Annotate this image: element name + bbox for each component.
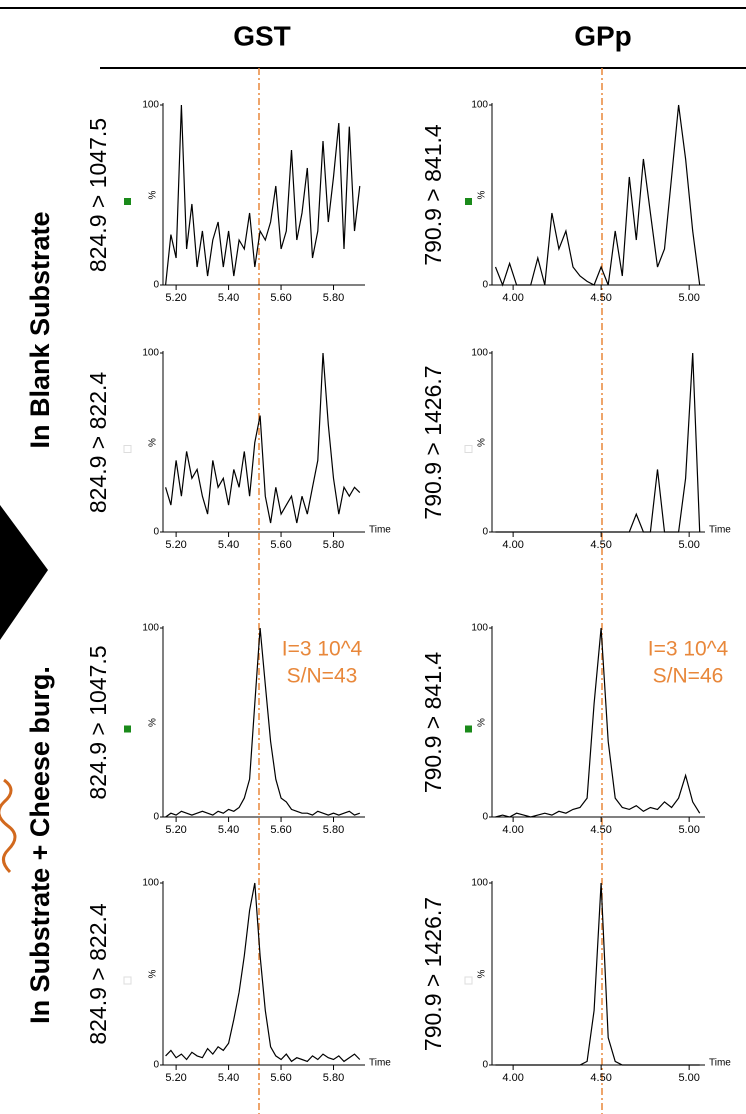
trace xyxy=(495,627,701,818)
transition-label: 824.9 > 822.4 xyxy=(85,903,111,1045)
x-tick-label: 5.00 xyxy=(678,539,699,551)
y-unit: % xyxy=(477,718,488,727)
y-unit: % xyxy=(148,718,159,727)
y-tick-label: 100 xyxy=(471,878,488,889)
decor-triangle xyxy=(0,505,48,640)
x-tick-label: 5.40 xyxy=(218,1072,239,1084)
x-axis-label: Time xyxy=(709,1058,731,1069)
x-axis-label: Time xyxy=(709,525,731,536)
transition-label: 790.9 > 841.4 xyxy=(420,652,446,794)
y-tick-label: 0 xyxy=(153,1060,159,1071)
y-tick-label: 100 xyxy=(471,623,488,634)
trace-indicator xyxy=(464,445,473,453)
x-tick-label: 4.50 xyxy=(590,292,611,304)
x-tick-label: 5.80 xyxy=(323,292,344,304)
x-tick-label: 5.80 xyxy=(323,539,344,551)
x-tick-label: 4.00 xyxy=(502,824,523,836)
transition-label: 824.9 > 1047.5 xyxy=(85,118,111,272)
x-tick-label: 4.00 xyxy=(502,292,523,304)
trace xyxy=(494,104,701,287)
x-tick-label: 5.60 xyxy=(270,292,291,304)
x-tick-label: 5.40 xyxy=(218,824,239,836)
x-tick-label: 5.40 xyxy=(218,539,239,551)
y-tick-label: 100 xyxy=(471,100,488,111)
y-tick-label: 0 xyxy=(482,812,488,823)
trace-indicator xyxy=(464,976,473,985)
trace-indicator xyxy=(124,198,131,205)
x-tick-label: 5.60 xyxy=(270,1072,291,1084)
annotation: S/N=46 xyxy=(653,665,724,688)
y-tick-label: 100 xyxy=(142,100,159,111)
trace xyxy=(165,352,361,524)
trace-indicator xyxy=(123,445,132,453)
y-unit: % xyxy=(477,438,488,447)
trace xyxy=(495,882,700,1066)
y-unit: % xyxy=(148,438,159,447)
x-tick-label: 5.00 xyxy=(678,1072,699,1084)
x-tick-label: 5.00 xyxy=(678,824,699,836)
y-unit: % xyxy=(148,190,159,199)
y-unit: % xyxy=(477,969,488,978)
y-tick-label: 0 xyxy=(482,527,488,538)
trace-indicator xyxy=(124,725,131,733)
y-unit: % xyxy=(477,190,488,199)
x-axis-label: Time xyxy=(369,525,391,536)
x-tick-label: 5.00 xyxy=(678,292,699,304)
x-tick-label: 5.80 xyxy=(323,824,344,836)
y-tick-label: 0 xyxy=(482,280,488,291)
trace xyxy=(165,627,361,818)
trace-indicator xyxy=(465,198,472,205)
transition-label: 790.9 > 1426.7 xyxy=(420,897,446,1051)
y-tick-label: 0 xyxy=(153,280,159,291)
trace xyxy=(165,104,361,286)
trace xyxy=(165,882,361,1063)
x-tick-label: 5.40 xyxy=(218,292,239,304)
y-tick-label: 0 xyxy=(153,812,159,823)
decor-swirl xyxy=(0,778,17,874)
transition-label: 824.9 > 1047.5 xyxy=(85,645,111,799)
transition-label: 824.9 > 822.4 xyxy=(85,372,111,514)
transition-label: 790.9 > 1426.7 xyxy=(420,365,446,519)
y-unit: % xyxy=(148,969,159,978)
x-tick-label: 5.60 xyxy=(270,539,291,551)
y-tick-label: 100 xyxy=(142,878,159,889)
trace-indicator xyxy=(465,725,472,733)
trace-indicator xyxy=(123,976,132,985)
y-tick-label: 100 xyxy=(142,348,159,359)
x-tick-label: 5.80 xyxy=(323,1072,344,1084)
y-tick-label: 100 xyxy=(471,348,488,359)
x-tick-label: 4.50 xyxy=(590,1072,611,1084)
x-axis-label: Time xyxy=(369,1058,391,1069)
x-tick-label: 5.20 xyxy=(165,292,186,304)
column-header: GST xyxy=(233,20,291,51)
transition-label: 790.9 > 841.4 xyxy=(420,124,446,266)
annotation: S/N=43 xyxy=(287,665,358,688)
y-tick-label: 0 xyxy=(153,527,159,538)
row-header: In Blank Substrate xyxy=(25,211,55,448)
y-tick-label: 0 xyxy=(482,1060,488,1071)
x-tick-label: 5.20 xyxy=(165,539,186,551)
x-tick-label: 5.60 xyxy=(270,824,291,836)
y-tick-label: 100 xyxy=(142,623,159,634)
trace xyxy=(495,352,701,533)
x-tick-label: 5.20 xyxy=(165,824,186,836)
annotation: I=3 10^4 xyxy=(648,638,729,661)
x-tick-label: 4.00 xyxy=(502,539,523,551)
annotation: I=3 10^4 xyxy=(282,638,363,661)
row-header: In Substrate + Cheese burg. xyxy=(25,666,55,1024)
x-tick-label: 4.50 xyxy=(590,824,611,836)
x-tick-label: 4.50 xyxy=(590,539,611,551)
x-tick-label: 4.00 xyxy=(502,1072,523,1084)
x-tick-label: 5.20 xyxy=(165,1072,186,1084)
column-header: GPp xyxy=(574,20,632,51)
